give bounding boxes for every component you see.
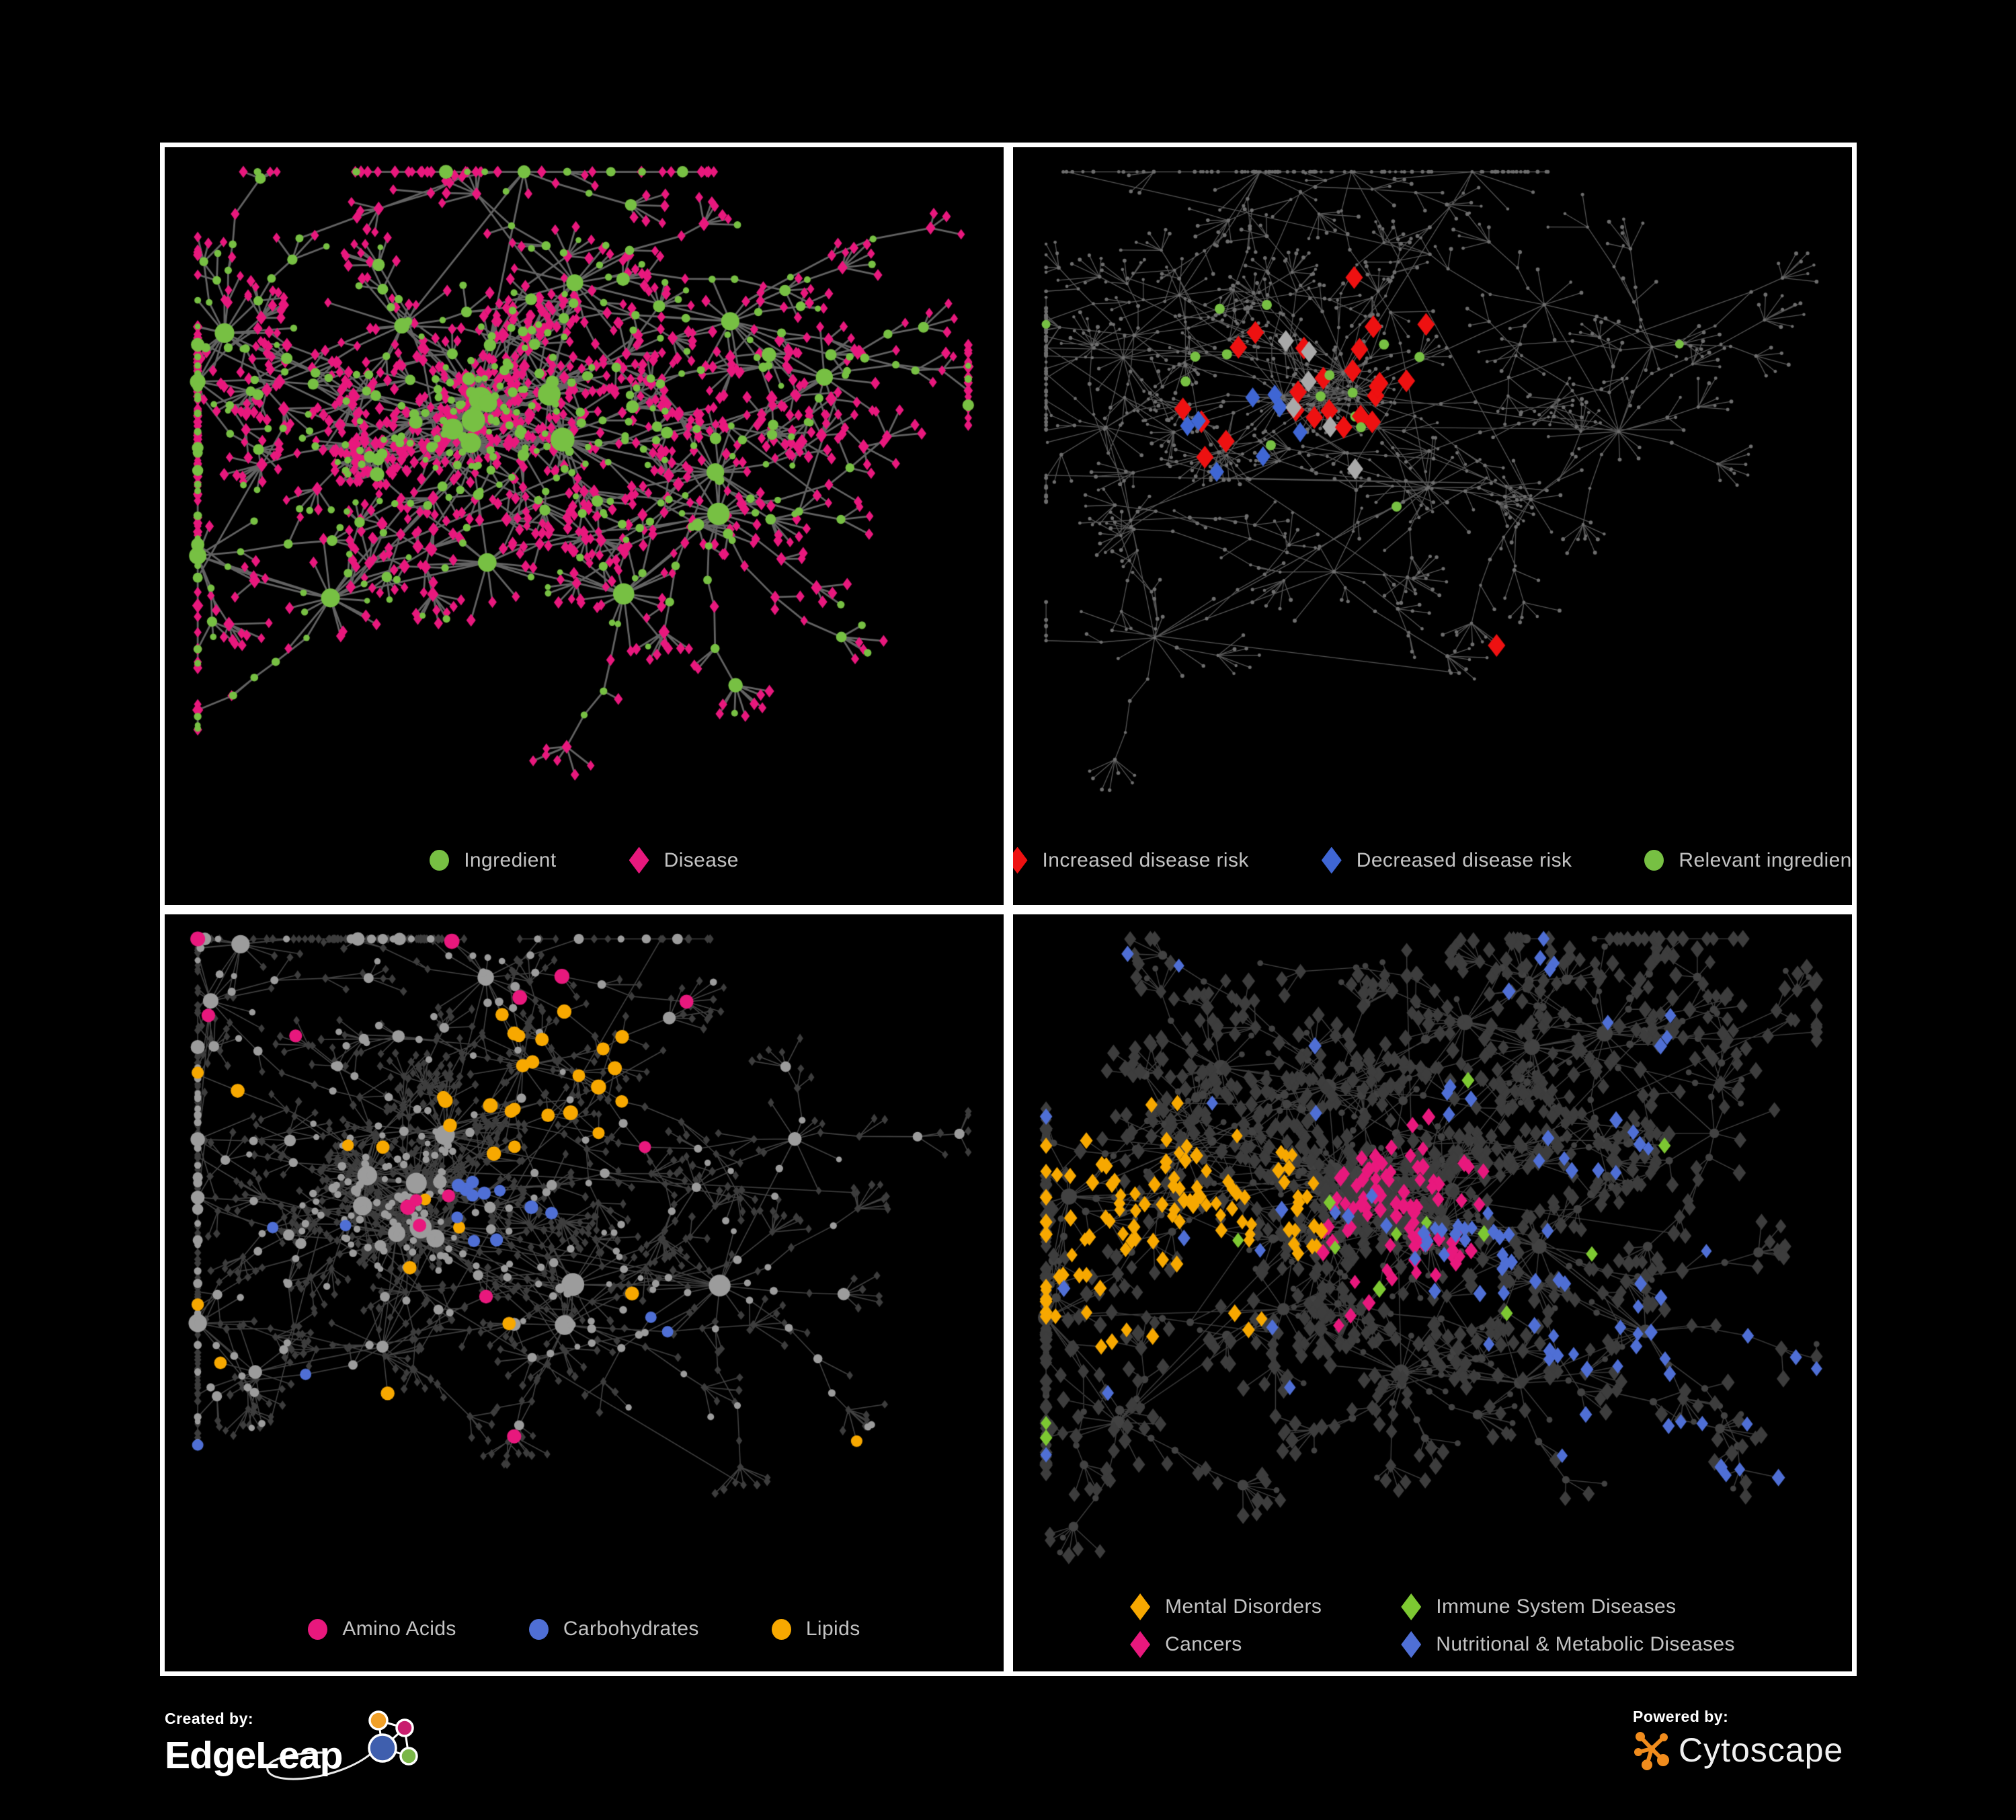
panel-nutrient-classes: Amino Acids Carbohydrates Lipids (160, 909, 1008, 1676)
created-by-label: Created by: (165, 1710, 254, 1727)
edgeleap-logo-icon (266, 1710, 418, 1780)
panel-disease-classes: Mental Disorders Immune System Diseases … (1008, 909, 1857, 1676)
edgeleap-wordmark: EdgeLeap (165, 1734, 343, 1777)
nutrient-class-network-canvas (165, 914, 1004, 1671)
panel-disease-risk: Increased disease risk Decreased disease… (1008, 143, 1857, 910)
disease-risk-network-canvas (1013, 147, 1852, 905)
powered-by-label: Powered by: (1633, 1708, 1729, 1725)
network-grid: Ingredient Disease Increased disease ris… (160, 143, 1857, 1676)
disease-class-network-canvas (1013, 914, 1852, 1671)
ingredient-disease-network-canvas (165, 147, 1004, 905)
powered-by-block: Powered by: Cytosc (1633, 1708, 1855, 1772)
panel-ingredient-disease: Ingredient Disease (160, 143, 1008, 910)
created-by-block: Created by: EdgeLeap (165, 1710, 514, 1817)
powered-by-row: Cytoscape (1633, 1729, 1855, 1772)
cytoscape-wordmark: Cytoscape (1679, 1731, 1844, 1769)
cytoscape-logo-icon (1634, 1732, 1669, 1770)
